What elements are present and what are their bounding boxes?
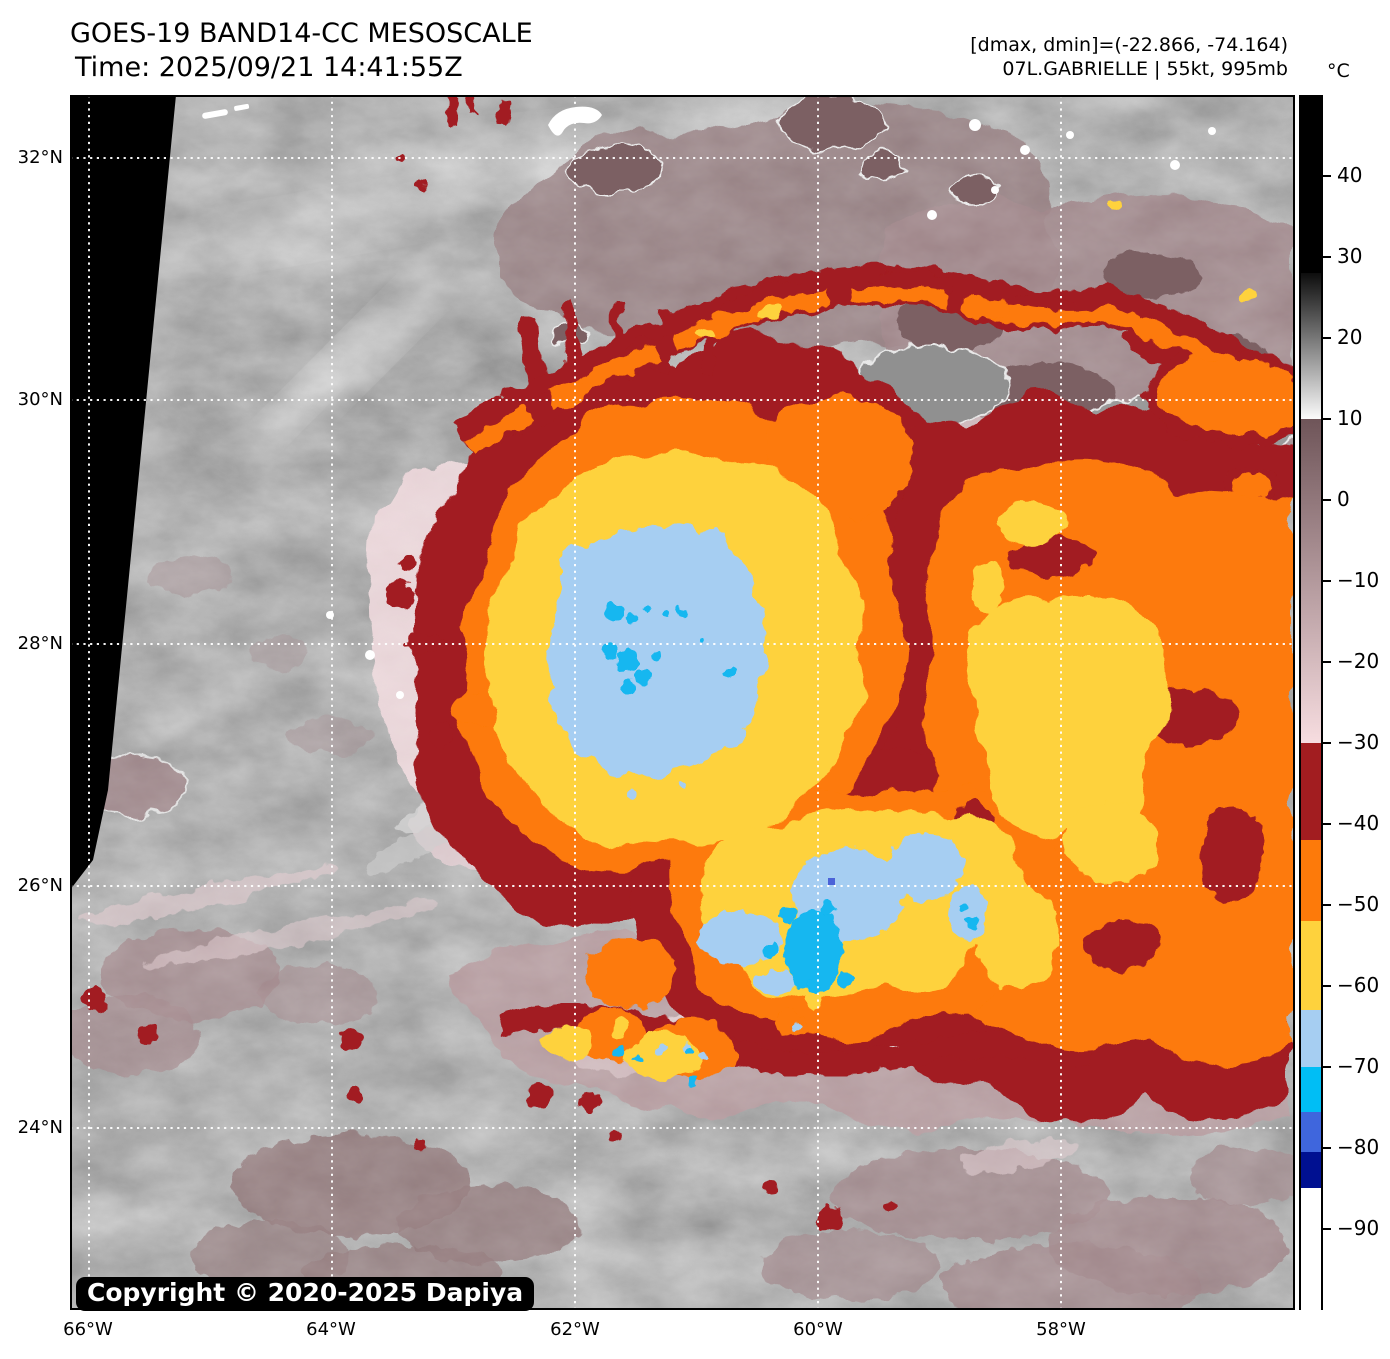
colorbar-segment bbox=[1301, 419, 1321, 743]
colorbar-segment bbox=[1301, 1152, 1321, 1189]
colorbar-tick-label: 20 bbox=[1337, 325, 1363, 350]
lat-axis-label: 24°N bbox=[17, 1117, 63, 1139]
colorbar-tick bbox=[1323, 580, 1331, 582]
colorbar-tick bbox=[1323, 256, 1331, 258]
colorbar-tick-label: 0 bbox=[1337, 487, 1350, 512]
lat-axis-label: 30°N bbox=[17, 389, 63, 411]
colorbar-segment bbox=[1301, 921, 1321, 1011]
colorbar-tick-label: −60 bbox=[1337, 973, 1380, 998]
colorbar-tick-label: −70 bbox=[1337, 1054, 1380, 1079]
cold-tops-light-blue bbox=[549, 524, 987, 1060]
lat-axis-label: 26°N bbox=[17, 875, 63, 897]
colorbar-segment bbox=[1301, 1111, 1321, 1153]
colorbar-tick-label: −40 bbox=[1337, 811, 1380, 836]
cold-top-royal-pixel bbox=[828, 878, 835, 885]
colorbar-tick-label: −50 bbox=[1337, 892, 1380, 917]
colorbar-segment bbox=[1301, 840, 1321, 922]
cold-tops-cyan bbox=[602, 603, 978, 1088]
colorbar-unit-label: °C bbox=[1327, 60, 1350, 82]
colorbar-segment bbox=[1301, 273, 1321, 419]
lon-axis-label: 62°W bbox=[550, 1319, 600, 1340]
colorbar-tick bbox=[1323, 823, 1331, 825]
colorbar-tick bbox=[1323, 418, 1331, 420]
colorbar-tick bbox=[1323, 742, 1331, 744]
colorbar-tick bbox=[1323, 904, 1331, 906]
lat-axis-label: 28°N bbox=[17, 633, 63, 655]
colorbar-tick bbox=[1323, 661, 1331, 663]
colorbar-tick bbox=[1323, 337, 1331, 339]
colorbar-tick bbox=[1323, 1147, 1331, 1149]
colorbar-segment bbox=[1301, 95, 1321, 274]
colorbar-tick bbox=[1323, 1066, 1331, 1068]
colorbar-segment bbox=[1301, 743, 1321, 841]
colorbar-tick bbox=[1323, 985, 1331, 987]
lat-axis-label: 32°N bbox=[17, 147, 63, 169]
colorbar bbox=[1299, 95, 1323, 1310]
lon-axis-label: 60°W bbox=[793, 1319, 843, 1340]
header-right-block: [dmax, dmin]=(-22.866, -74.164) 07L.GABRI… bbox=[970, 33, 1288, 81]
colorbar-tick-label: −80 bbox=[1337, 1135, 1380, 1160]
storm-info-label: 07L.GABRIELLE | 55kt, 995mb bbox=[1002, 58, 1288, 80]
colorbar-tick bbox=[1323, 499, 1331, 501]
page-title: GOES-19 BAND14-CC MESOSCALE bbox=[70, 18, 533, 49]
plot-border bbox=[70, 95, 1295, 1310]
colorbar-segment bbox=[1301, 1188, 1321, 1310]
colorbar-tick bbox=[1323, 1228, 1331, 1230]
lon-axis-label: 58°W bbox=[1036, 1319, 1086, 1340]
satellite-image bbox=[70, 95, 1295, 1310]
lon-axis-label: 66°W bbox=[63, 1319, 113, 1340]
timestamp-label: Time: 2025/09/21 14:41:55Z bbox=[75, 52, 463, 83]
lon-axis-label: 64°W bbox=[306, 1319, 356, 1340]
copyright-badge: Copyright © 2020-2025 Dapiya bbox=[76, 1277, 535, 1311]
gridlines bbox=[70, 95, 1295, 1310]
colorbar-tick-label: 30 bbox=[1337, 244, 1363, 269]
satellite-map-plot bbox=[70, 95, 1295, 1310]
colorbar-tick-label: 40 bbox=[1337, 163, 1363, 188]
colorbar-segment bbox=[1301, 1067, 1321, 1112]
dmax-dmin-label: [dmax, dmin]=(-22.866, -74.164) bbox=[970, 34, 1288, 56]
colorbar-tick-label: −30 bbox=[1337, 730, 1380, 755]
colorbar-tick-label: −90 bbox=[1337, 1216, 1380, 1241]
colorbar-tick-label: 10 bbox=[1337, 406, 1363, 431]
no-data-wedge bbox=[70, 95, 176, 890]
colorbar-segment bbox=[1301, 1010, 1321, 1067]
colorbar-tick-label: −20 bbox=[1337, 649, 1380, 674]
colorbar-tick-label: −10 bbox=[1337, 568, 1380, 593]
colorbar-tick bbox=[1323, 175, 1331, 177]
